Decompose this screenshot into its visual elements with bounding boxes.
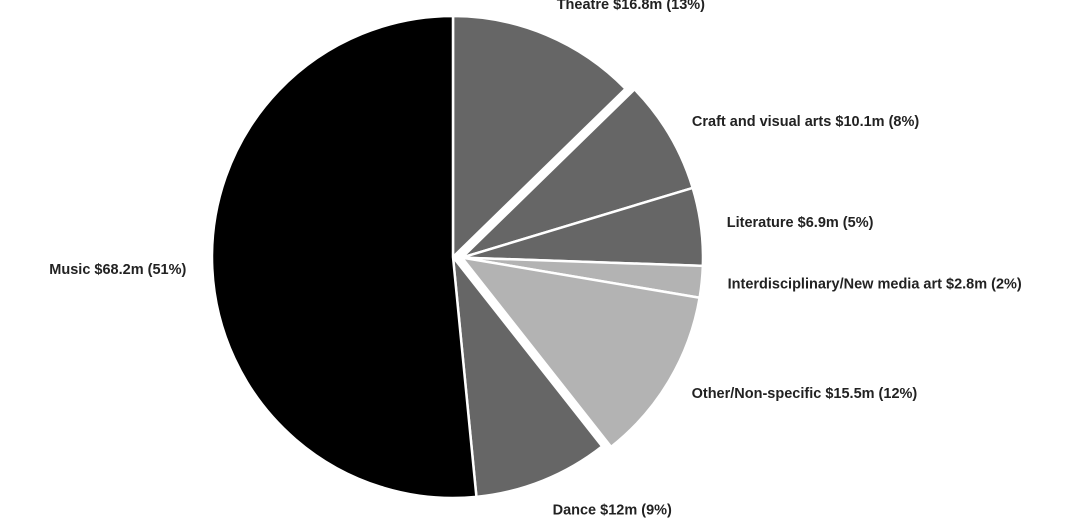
- pie-slice: [210, 14, 478, 500]
- value-label: $16.8m (13%): [613, 0, 705, 13]
- slice-label: Music $68.2m (51%): [49, 262, 186, 278]
- pie-slice: [460, 88, 694, 259]
- category-name: Craft and visual arts: [692, 114, 831, 130]
- slice-label: Craft and visual arts $10.1m (8%): [692, 114, 919, 130]
- slice-label: Dance $12m (9%): [553, 503, 672, 519]
- value-label: $15.5m (12%): [825, 386, 917, 402]
- value-label: $2.8m (2%): [946, 276, 1022, 292]
- category-name: Interdisciplinary/New media art: [728, 276, 943, 292]
- slice-label: Other/Non-specific $15.5m (12%): [692, 386, 918, 402]
- pie-slice: [451, 14, 627, 259]
- value-label: $6.9m (5%): [798, 215, 874, 231]
- slice-label: Literature $6.9m (5%): [727, 215, 874, 231]
- slice-label: Interdisciplinary/New media art $2.8m (2…: [728, 276, 1022, 292]
- value-label: $10.1m (8%): [835, 114, 919, 130]
- category-name: Other/Non-specific: [692, 386, 822, 402]
- slice-label: Theatre $16.8m (13%): [557, 0, 705, 13]
- pie-slice: [460, 256, 701, 449]
- category-name: Literature: [727, 215, 794, 231]
- value-label: $12m (9%): [600, 503, 672, 519]
- pie-slice: [451, 255, 604, 499]
- value-label: $68.2m (51%): [94, 262, 186, 278]
- category-name: Theatre: [557, 0, 609, 13]
- category-name: Dance: [553, 503, 597, 519]
- category-name: Music: [49, 262, 90, 278]
